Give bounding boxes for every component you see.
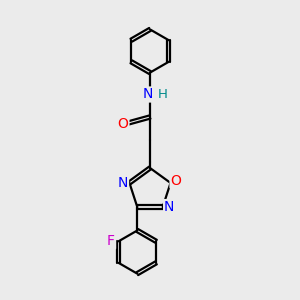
Text: F: F (107, 234, 115, 248)
Text: O: O (170, 173, 182, 188)
Text: O: O (118, 117, 128, 130)
Text: N: N (142, 88, 153, 101)
Text: N: N (164, 200, 175, 214)
Text: H: H (158, 88, 167, 101)
Text: N: N (118, 176, 128, 190)
